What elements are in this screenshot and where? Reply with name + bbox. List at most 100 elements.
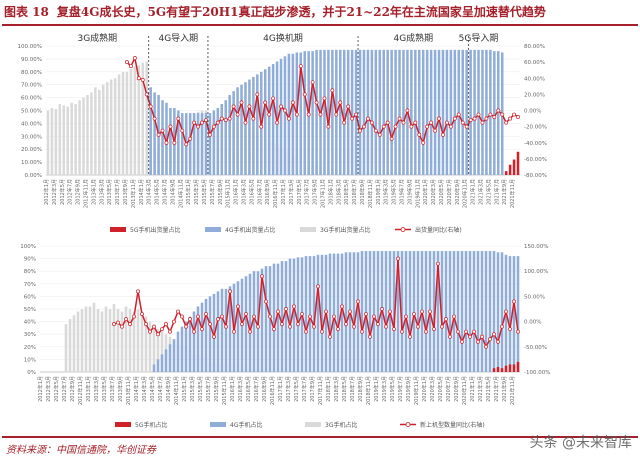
- bar-4g: [456, 251, 460, 372]
- bar-3g: [136, 309, 140, 372]
- bar-4g: [312, 256, 316, 372]
- line-point: [200, 120, 204, 125]
- line-point: [156, 332, 160, 337]
- line-point: [136, 76, 141, 81]
- x-tick-label: 2015年1月: [185, 179, 192, 205]
- bar-3g: [148, 321, 152, 372]
- bar-4g: [433, 49, 437, 175]
- line-point: [322, 96, 327, 101]
- bar-4g: [232, 91, 235, 175]
- bar-4g: [488, 251, 492, 372]
- bar-3g: [76, 311, 80, 372]
- line-point: [428, 309, 432, 314]
- x-tick-label: 2014年7月: [161, 179, 168, 205]
- bar-4g: [267, 66, 271, 175]
- bar-4g: [457, 49, 461, 175]
- bar-4g: [452, 251, 456, 372]
- legend-swatch: [205, 227, 221, 232]
- y-tick-label-left: 100.00%: [18, 44, 42, 50]
- bar-3g: [108, 309, 112, 372]
- x-tick-label: 2018年1月: [327, 179, 334, 205]
- x-tick-label: 2020年9月: [454, 179, 461, 205]
- bar-5g: [516, 151, 520, 175]
- x-tick-label: 2017年1月: [280, 179, 287, 205]
- y-tick-label-left: 40%: [24, 320, 36, 326]
- x-tick-label: 2020年7月: [446, 179, 453, 205]
- legend-swatch: [110, 227, 126, 232]
- x-tick-label: 2021年11月: [509, 179, 516, 208]
- series-line-yoy: [126, 55, 519, 147]
- line-point: [152, 324, 156, 329]
- line-point: [290, 100, 295, 105]
- bar-4g: [200, 302, 204, 372]
- line-point: [244, 312, 248, 316]
- line-point: [476, 339, 480, 344]
- line-point: [340, 304, 344, 309]
- line-point: [516, 329, 520, 334]
- bar-4g: [311, 51, 314, 175]
- x-tick-label: 2018年9月: [359, 179, 366, 205]
- x-tick-label: 2013年1月: [90, 179, 97, 205]
- bar-4g: [271, 64, 275, 175]
- y-tick-label-left: 30.00%: [21, 134, 42, 140]
- line-point: [432, 327, 436, 332]
- y-tick-label-left: 20.00%: [21, 147, 42, 153]
- line-point: [220, 314, 224, 319]
- legend-label: 新上机型数量同比(右轴): [420, 421, 485, 429]
- bar-3g: [124, 306, 128, 372]
- bar-4g: [358, 49, 362, 175]
- bar-3g: [137, 65, 141, 175]
- line-point: [500, 324, 504, 329]
- line-point: [184, 142, 189, 147]
- bar-4g: [177, 110, 180, 175]
- legend-swatch: [300, 227, 316, 232]
- x-tick-label: 2015年9月: [217, 179, 224, 205]
- x-tick-label: 2013年1月: [85, 376, 92, 402]
- x-tick-label: 2020年5月: [437, 376, 444, 402]
- bar-3g: [113, 78, 117, 175]
- bar-4g: [156, 359, 160, 372]
- line-point: [144, 92, 149, 97]
- bar-4g: [441, 49, 445, 175]
- bar-4g: [376, 251, 380, 372]
- bar-3g: [50, 107, 54, 175]
- x-tick-label: 2014年3月: [146, 179, 153, 205]
- x-tick-label: 2018年5月: [343, 179, 350, 205]
- line-point: [255, 92, 260, 97]
- x-tick-label: 2020年11月: [462, 179, 469, 208]
- line-point: [132, 56, 137, 61]
- bar-4g: [228, 286, 232, 372]
- legend-swatch: [115, 422, 131, 427]
- x-tick-label: 2019年9月: [405, 376, 412, 402]
- bar-5g: [504, 365, 508, 372]
- line-point: [144, 322, 148, 327]
- y-tick-label-right: -40.00%: [524, 141, 547, 147]
- x-tick-label: 2021年3月: [477, 376, 484, 402]
- y-tick-label-right: 40.00%: [524, 76, 545, 82]
- line-point: [160, 128, 165, 133]
- bar-4g: [160, 354, 164, 372]
- x-tick-label: 2012年9月: [75, 179, 82, 205]
- bar-4g: [421, 49, 425, 175]
- bar-4g: [184, 321, 188, 372]
- bar-4g: [372, 251, 376, 372]
- y-tick-label-left: 40.00%: [21, 121, 42, 127]
- bar-4g: [283, 56, 287, 175]
- bar-3g: [144, 316, 148, 372]
- x-tick-label: 2018年7月: [349, 376, 356, 402]
- line-point: [240, 322, 244, 327]
- line-point: [362, 124, 366, 129]
- bar-4g: [172, 339, 176, 372]
- x-tick-label: 2013年9月: [122, 179, 129, 205]
- line-point: [405, 108, 410, 113]
- y-tick-label-left: 70%: [24, 282, 36, 288]
- x-tick-label: 2014年11月: [173, 376, 180, 405]
- line-point: [272, 327, 276, 332]
- source-note: 资料来源：中国信通院，华创证券: [6, 445, 156, 456]
- y-tick-label-left: 100%: [20, 244, 36, 250]
- legend-label: 出货量同比(右轴): [415, 226, 462, 234]
- x-tick-label: 2021年1月: [469, 376, 476, 402]
- bar-3g: [109, 79, 113, 175]
- x-tick-label: 2016年3月: [237, 376, 244, 402]
- x-tick-label: 2017年1月: [277, 376, 284, 402]
